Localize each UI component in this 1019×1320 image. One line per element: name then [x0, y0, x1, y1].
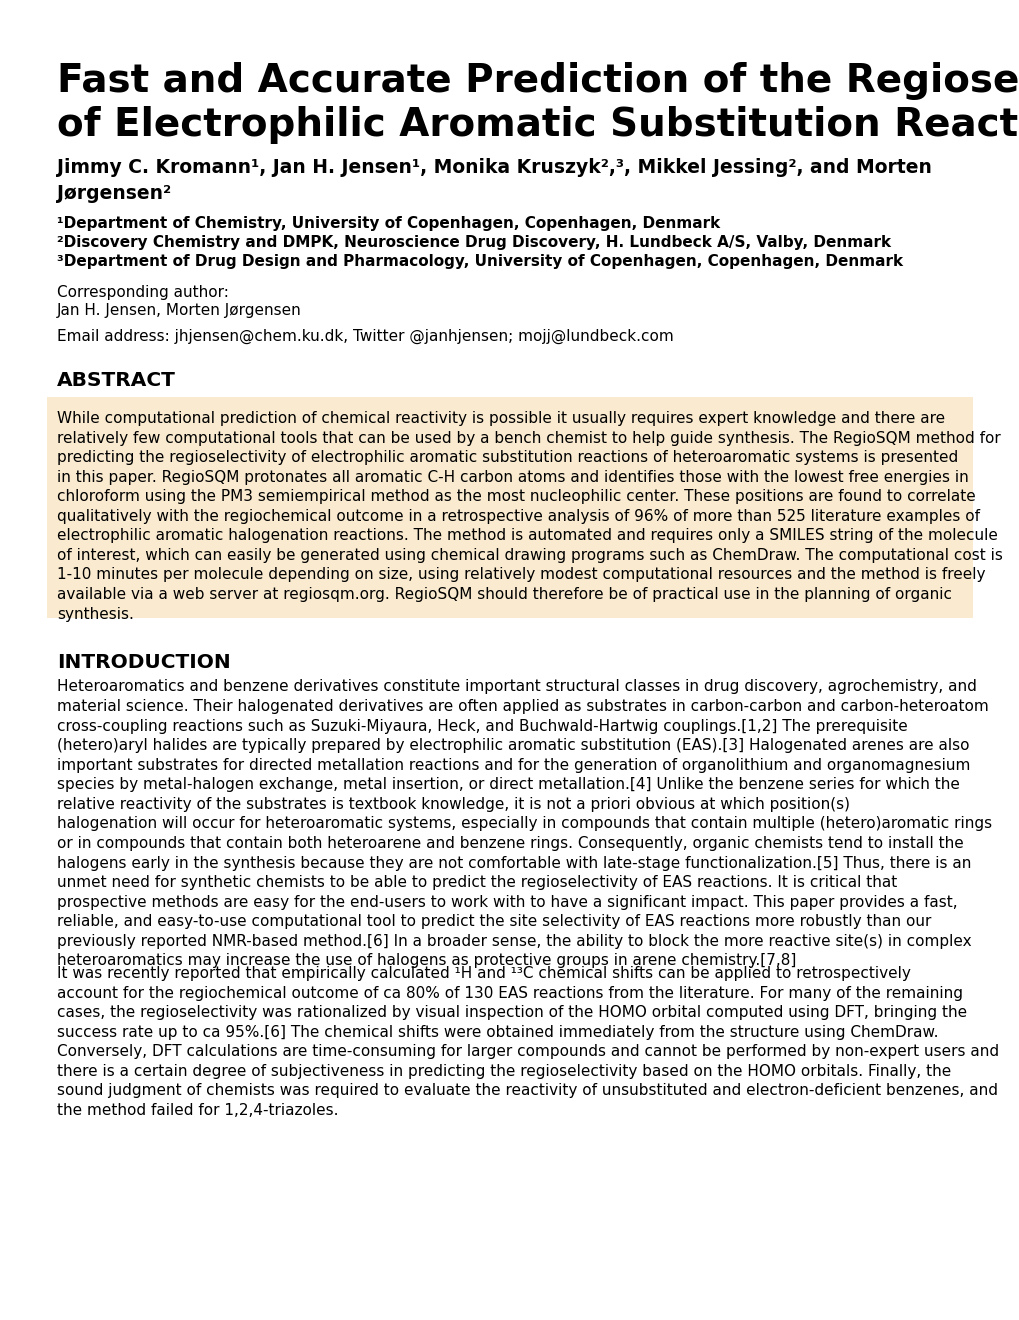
Text: Heteroaromatics and benzene derivatives constitute important structural classes : Heteroaromatics and benzene derivatives …: [57, 680, 991, 969]
Text: ²Discovery Chemistry and DMPK, Neuroscience Drug Discovery, H. Lundbeck A/S, Val: ²Discovery Chemistry and DMPK, Neuroscie…: [57, 235, 891, 249]
Text: Fast and Accurate Prediction of the Regioselectivity: Fast and Accurate Prediction of the Regi…: [57, 62, 1019, 100]
Text: ³Department of Drug Design and Pharmacology, University of Copenhagen, Copenhage: ³Department of Drug Design and Pharmacol…: [57, 253, 902, 269]
Bar: [47, 397, 972, 618]
Text: It was recently reported that empirically calculated ¹H and ¹³C chemical shifts : It was recently reported that empiricall…: [57, 966, 999, 1118]
Text: Jørgensen²: Jørgensen²: [57, 183, 171, 203]
Text: ¹Department of Chemistry, University of Copenhagen, Copenhagen, Denmark: ¹Department of Chemistry, University of …: [57, 216, 719, 231]
Text: of Electrophilic Aromatic Substitution Reactions: of Electrophilic Aromatic Substitution R…: [57, 106, 1019, 144]
Text: While computational prediction of chemical reactivity is possible it usually req: While computational prediction of chemic…: [57, 411, 1002, 622]
Text: Email address: jhjensen@chem.ku.dk, Twitter @janhjensen; mojj@lundbeck.com: Email address: jhjensen@chem.ku.dk, Twit…: [57, 329, 674, 345]
Text: INTRODUCTION: INTRODUCTION: [57, 653, 230, 672]
Text: Jimmy C. Kromann¹, Jan H. Jensen¹, Monika Kruszyk²,³, Mikkel Jessing², and Morte: Jimmy C. Kromann¹, Jan H. Jensen¹, Monik…: [57, 158, 931, 177]
Text: Jan H. Jensen, Morten Jørgensen: Jan H. Jensen, Morten Jørgensen: [57, 304, 302, 318]
Text: ABSTRACT: ABSTRACT: [57, 371, 175, 389]
Text: Corresponding author:: Corresponding author:: [57, 285, 228, 300]
